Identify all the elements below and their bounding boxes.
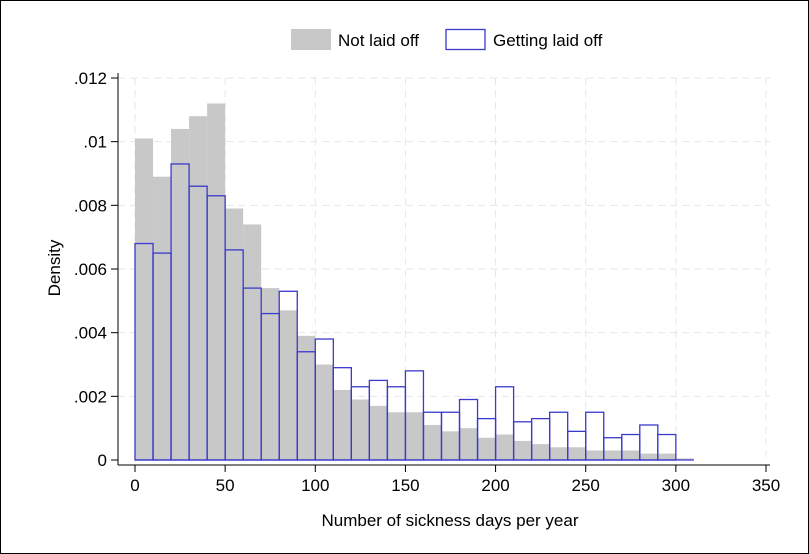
bar-not-laid-off-20 <box>171 128 190 460</box>
bar-not-laid-off-40 <box>207 103 226 460</box>
bar-not-laid-off-50 <box>225 208 244 460</box>
bar-not-laid-off-10 <box>153 176 172 460</box>
y-tick-label-5: .01 <box>83 133 107 152</box>
bar-not-laid-off-110 <box>333 389 352 460</box>
y-tick-label-6: .012 <box>74 69 107 88</box>
bar-not-laid-off-170 <box>441 431 460 460</box>
x-tick-label-7: 350 <box>752 476 780 495</box>
y-tick-label-0: 0 <box>98 451 107 470</box>
x-tick-label-3: 150 <box>391 476 419 495</box>
bar-not-laid-off-90 <box>297 335 316 460</box>
bar-not-laid-off-180 <box>459 428 478 460</box>
bar-not-laid-off-300 <box>675 458 694 460</box>
bar-not-laid-off-250 <box>585 450 604 460</box>
x-tick-label-5: 250 <box>572 476 600 495</box>
legend-label-not-laid-off: Not laid off <box>338 31 419 50</box>
x-axis-label: Number of sickness days per year <box>322 511 579 530</box>
bar-not-laid-off-260 <box>603 450 622 460</box>
bar-not-laid-off-280 <box>639 453 658 460</box>
bar-not-laid-off-240 <box>567 447 586 460</box>
bar-not-laid-off-130 <box>369 405 388 460</box>
bar-not-laid-off-210 <box>513 440 532 460</box>
legend-label-getting-laid-off: Getting laid off <box>493 31 603 50</box>
axes-layer: 0 .002 .004 .006 .008 .01 .012 0 50 100 150 200 250 3… <box>74 69 780 495</box>
y-tick-label-4: .008 <box>74 196 107 215</box>
y-tick-label-1: .002 <box>74 387 107 406</box>
legend: Not laid off Getting laid off <box>291 28 603 51</box>
bar-not-laid-off-0 <box>135 138 154 460</box>
x-tick-label-0: 0 <box>130 476 139 495</box>
bar-not-laid-off-220 <box>531 444 550 460</box>
bar-not-laid-off-150 <box>405 412 424 460</box>
x-tick-label-2: 100 <box>301 476 329 495</box>
legend-swatch-getting-laid-off <box>445 28 486 51</box>
bars-layer <box>134 103 694 461</box>
legend-swatch-not-laid-off <box>291 29 331 50</box>
bar-not-laid-off-140 <box>387 412 406 460</box>
x-tick-label-1: 50 <box>216 476 235 495</box>
bar-not-laid-off-60 <box>243 224 262 460</box>
bar-not-laid-off-200 <box>495 434 514 460</box>
x-tick-label-4: 200 <box>481 476 509 495</box>
bar-not-laid-off-30 <box>189 116 208 460</box>
bar-not-laid-off-70 <box>261 288 280 460</box>
bar-not-laid-off-290 <box>657 453 676 460</box>
y-tick-label-3: .006 <box>74 260 107 279</box>
y-axis-label: Density <box>45 239 64 296</box>
bar-not-laid-off-100 <box>315 364 334 460</box>
bar-not-laid-off-190 <box>477 437 496 460</box>
x-tick-label-6: 300 <box>662 476 690 495</box>
y-tick-label-2: .004 <box>74 324 107 343</box>
bar-not-laid-off-230 <box>549 447 568 460</box>
bar-not-laid-off-120 <box>351 399 370 460</box>
bar-not-laid-off-270 <box>621 450 640 460</box>
bar-not-laid-off-160 <box>423 424 442 460</box>
bar-not-laid-off-80 <box>279 310 298 460</box>
